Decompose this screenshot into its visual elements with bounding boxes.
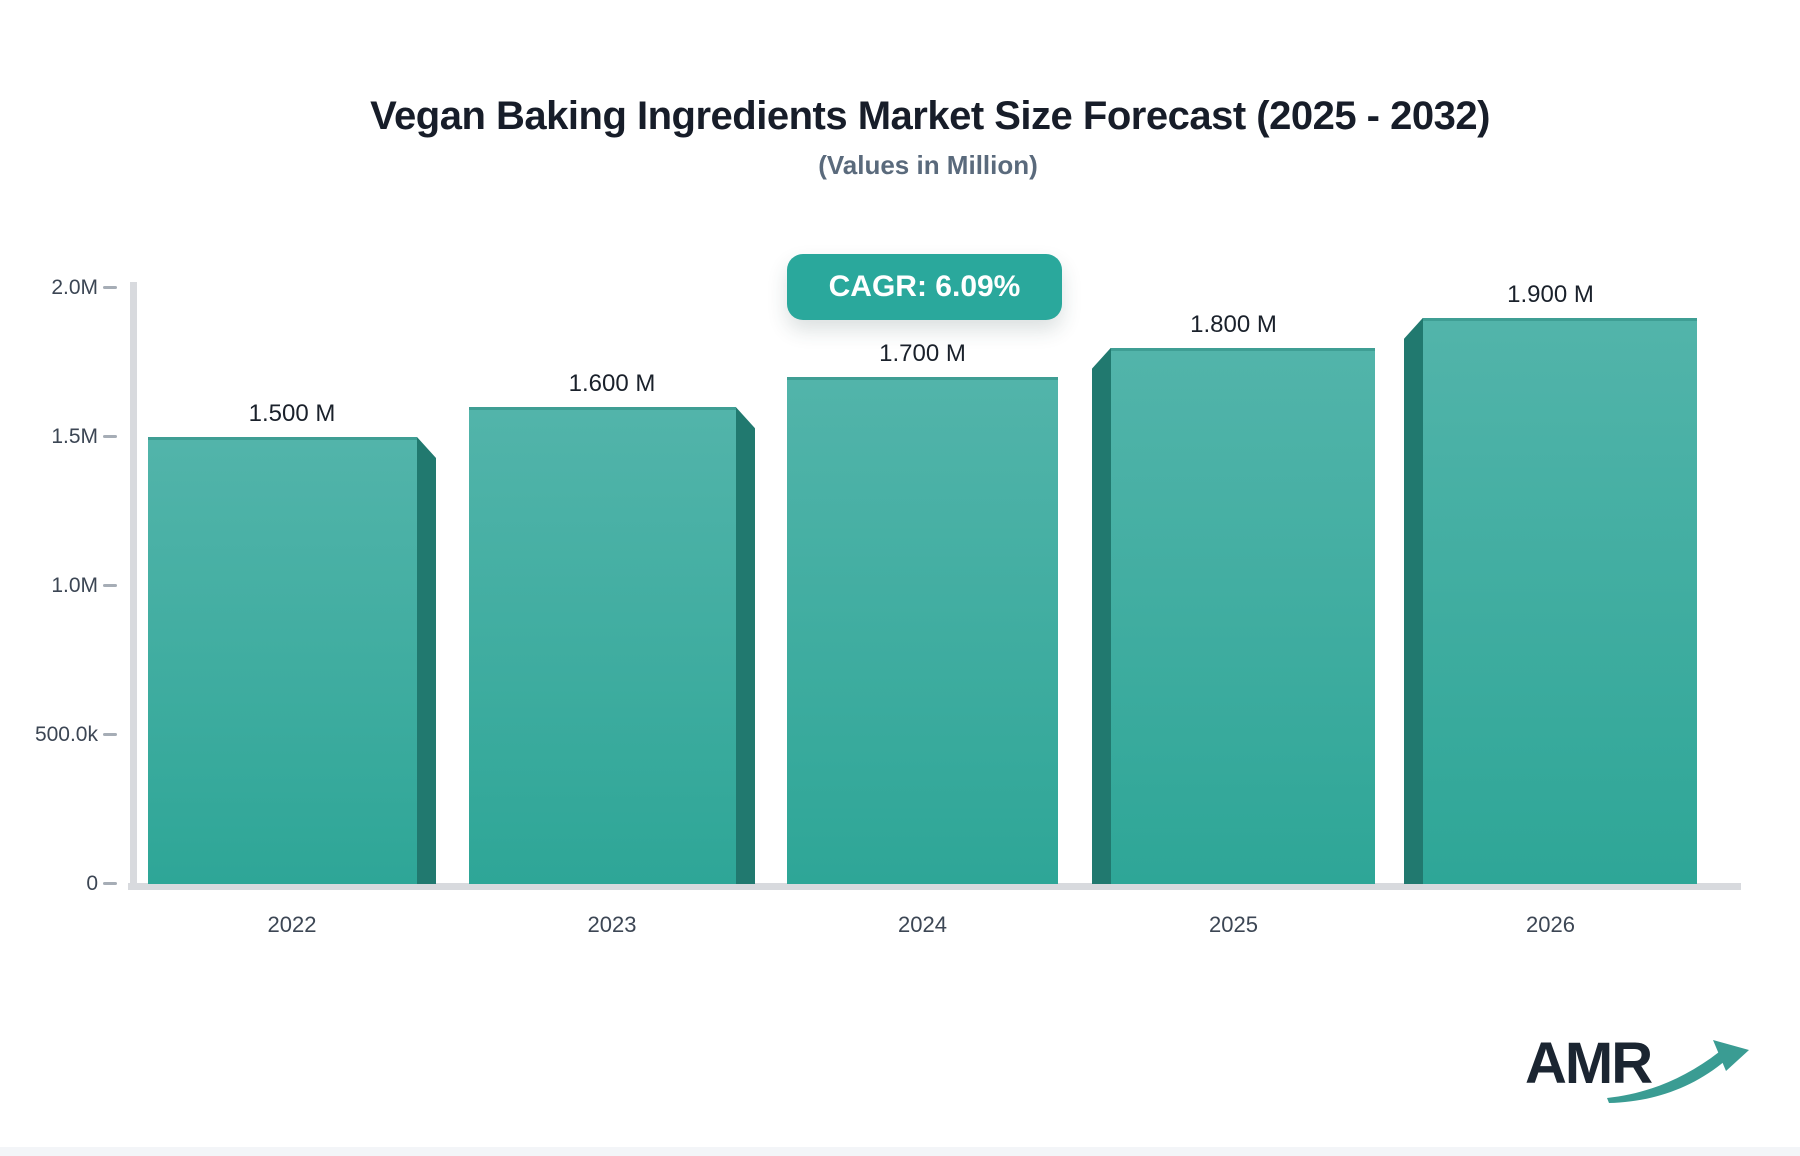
y-axis-tick-label: 1.0M [51,574,98,597]
bar-face [469,407,736,884]
x-axis-label-2025: 2025 [1209,912,1258,937]
cagr-badge-label: CAGR: 6.09% [828,270,1021,303]
bar-2025 [1092,347,1375,884]
bar-face [1111,347,1375,884]
y-axis-tick-mark [103,286,117,289]
x-axis-label-2022: 2022 [267,912,317,937]
bar-face [787,377,1058,884]
bar-3d-side [736,407,755,884]
page-title: Vegan Baking Ingredients Market Size For… [370,94,1490,138]
y-axis-tick-label: 1.5M [51,425,98,448]
bar-value-label: 1.700 M [879,340,966,368]
page-subtitle: (Values in Million) [818,150,1038,180]
bar-2026 [1404,317,1697,884]
y-axis-tick-label: 2.0M [51,276,98,299]
bar-2023 [469,407,755,884]
bar-value-label: 1.600 M [568,370,656,398]
amr-logo-text: AMR [1525,1031,1653,1096]
x-axis-label-2024: 2024 [898,912,947,937]
bar-value-label: 1.500 M [248,400,336,427]
bar-face [148,437,417,884]
cagr-badge: CAGR: 6.09% [787,254,1062,320]
x-axis-label-2026: 2026 [1526,912,1575,937]
bar-3d-side [417,437,436,884]
y-axis-tick-label: 0 [86,872,98,895]
y-axis-tick-mark [103,584,117,587]
bottom-border [0,1147,1800,1156]
bar-value-label: 1.800 M [1190,310,1277,338]
amr-logo: AMR [1525,1032,1765,1116]
bar-2024 [787,377,1058,884]
bar-2022 [148,437,436,884]
y-axis-tick-mark [103,435,117,438]
bar-value-label: 1.900 M [1507,280,1594,308]
y-axis-line [130,282,137,890]
growth-arrow-icon [1607,1040,1749,1103]
y-axis-tick-label: 500.0k [34,723,98,746]
y-axis-tick-mark [103,882,117,885]
x-axis-label-2023: 2023 [587,912,637,937]
bar-3d-side [1092,347,1111,884]
y-axis-tick-mark [103,733,117,736]
bar-face [1423,317,1697,884]
x-axis-baseline [128,883,1741,890]
bar-3d-side [1404,317,1423,884]
